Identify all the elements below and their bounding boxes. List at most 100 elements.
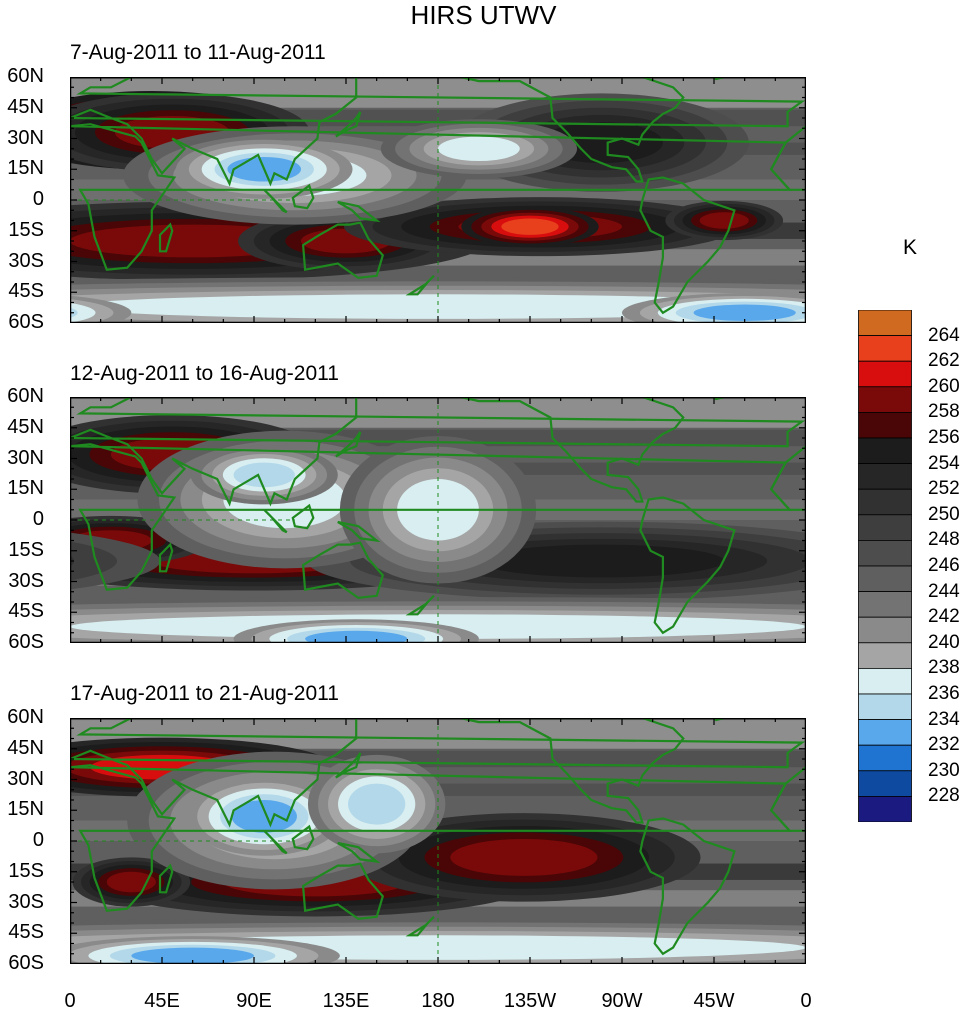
contour-high-5 [501, 218, 559, 235]
colorbar-tick-label: 246 [928, 555, 960, 576]
lon-tick-label: 90W [601, 990, 643, 1012]
coastline-japan [335, 752, 362, 779]
lat-tick-label: 15S [8, 859, 44, 882]
lat-tick-label: 45S [8, 280, 44, 303]
lon-tick-label: 45E [144, 990, 180, 1012]
contour-low-7 [348, 783, 406, 825]
lat-tick-label: 30S [8, 890, 44, 913]
colorbar-box [858, 437, 912, 465]
contour-low-11 [70, 294, 806, 319]
coastline-namerica [460, 718, 685, 824]
coastline-borneo [291, 503, 315, 530]
coastline-japan [335, 111, 362, 138]
coastline-eurasia [70, 77, 806, 187]
coastline-borneo [291, 824, 315, 851]
contour-high-2 [106, 871, 156, 893]
colorbar-box [858, 514, 912, 541]
contour-high-5 [70, 541, 117, 581]
colorbar-tick-label: 232 [928, 734, 960, 756]
lat-tick-label: 45S [8, 921, 44, 944]
coastline-nz [405, 916, 435, 937]
coastline-australia [301, 221, 385, 280]
colorbar-box [858, 744, 912, 772]
colorbar-tick-label: 252 [928, 478, 960, 500]
lat-tick-label: 60N [7, 706, 44, 728]
contour-low-12 [70, 302, 96, 323]
panel-2-title: 12-Aug-2011 to 16-Aug-2011 [70, 362, 339, 385]
contour-low-10 [305, 630, 408, 643]
colorbar-box [858, 488, 912, 516]
lat-tick-label: 45N [7, 95, 44, 118]
lat-tick-label: 30S [8, 569, 44, 592]
colorbar-tick-label: 234 [928, 708, 960, 730]
colorbar-box [858, 719, 912, 746]
lat-tick-label: 60S [8, 952, 44, 974]
lat-tick-label: 45N [7, 736, 44, 759]
coastline-australia [301, 541, 385, 600]
lat-tick-label: 15S [8, 538, 44, 561]
lat-tick-label: 60N [7, 385, 44, 407]
lon-tick-label: 180 [421, 990, 455, 1012]
colorbar-box [858, 310, 912, 337]
lat-tick-label: 15S [8, 218, 44, 241]
coastline-eurasia [70, 718, 806, 828]
coastline-madagascar [158, 863, 174, 894]
colorbar-tick-label: 262 [928, 350, 960, 372]
colorbar-box [858, 642, 912, 669]
lon-tick-label: 90E [236, 990, 272, 1012]
map-panel-3 [70, 718, 806, 964]
colorbar-unit: K [903, 236, 918, 259]
lat-tick-label: 60N [7, 65, 44, 87]
colorbar-tick-label: 254 [928, 452, 960, 474]
contour-low-10 [438, 136, 520, 162]
map-panel-2 [70, 397, 806, 643]
lat-tick-label: 30N [7, 126, 44, 149]
coastline-sumatra [263, 509, 288, 534]
lat-tick-label: 15N [7, 477, 44, 500]
lat-tick-label: 15N [7, 798, 44, 821]
colorbar-box [858, 463, 912, 490]
colorbar-box [858, 335, 912, 362]
colorbar-box [858, 591, 912, 618]
lon-tick-label: 0 [800, 990, 812, 1012]
lat-tick-label: 45N [7, 415, 44, 438]
colorbar [858, 310, 912, 822]
lat-tick-label: 0 [32, 829, 44, 851]
colorbar-box [858, 795, 912, 822]
lon-tick-label: 135E [322, 990, 370, 1012]
coastline-newguinea [337, 520, 381, 543]
colorbar-tick-label: 230 [928, 759, 960, 781]
coastline-africa [70, 764, 793, 912]
coastline-eurasia [70, 397, 806, 507]
coastline-nz [405, 275, 435, 296]
colorbar-tick-label: 240 [928, 631, 960, 653]
lon-tick-label: 135W [503, 990, 557, 1012]
lon-tick-label: 45W [693, 990, 735, 1012]
coastline-africa [70, 443, 793, 591]
colorbar-box [858, 539, 912, 567]
map-panel-1 [70, 77, 806, 323]
lat-tick-label: 60S [8, 311, 44, 333]
colorbar-box [858, 693, 912, 721]
contour-high-4 [450, 838, 598, 876]
contour-low-6 [231, 800, 297, 833]
colorbar-box [858, 616, 912, 644]
coastline-sumatra [263, 830, 288, 855]
contour-high-6 [699, 212, 749, 229]
lat-tick-label: 30N [7, 446, 44, 469]
colorbar-tick-label: 238 [928, 657, 960, 679]
colorbar-box [858, 565, 912, 593]
colorbar-tick-label: 242 [928, 606, 960, 628]
coastline-africa [70, 123, 793, 271]
panel-3-title: 17-Aug-2011 to 21-Aug-2011 [70, 682, 339, 705]
coastline-borneo [291, 183, 315, 210]
coastline-samerica [639, 176, 736, 315]
colorbar-box [858, 412, 912, 439]
coastline-samerica [639, 817, 736, 956]
colorbar-tick-label: 236 [928, 683, 960, 704]
colorbar-tick-label: 264 [928, 324, 960, 346]
colorbar-tick-label: 256 [928, 427, 960, 448]
coastline-samerica [639, 496, 736, 635]
coastline-australia [301, 862, 385, 921]
colorbar-box [858, 360, 912, 388]
